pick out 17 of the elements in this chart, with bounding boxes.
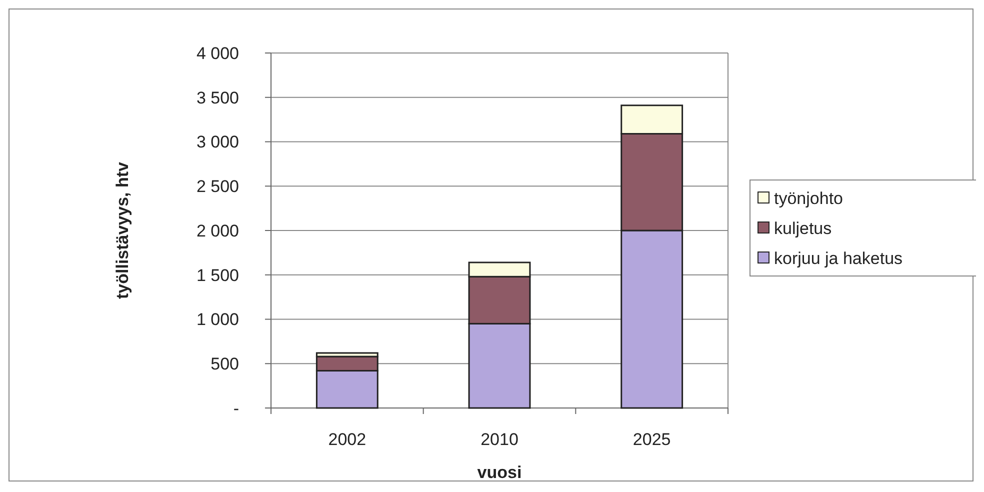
y-tick-label: 3 000 — [196, 132, 239, 152]
y-axis-title: työllistävyys, htv — [113, 161, 132, 300]
x-axis-title: vuosi — [477, 463, 522, 482]
y-tick-label: 2 500 — [196, 177, 239, 196]
y-tick-label: 1 500 — [196, 266, 239, 285]
legend-label: korjuu ja haketus — [774, 248, 903, 268]
x-tick-label: 2002 — [328, 430, 366, 449]
legend-label: työnjohto — [774, 188, 843, 208]
y-tick-label: 4 000 — [196, 44, 239, 63]
x-tick-label: 2010 — [480, 430, 518, 449]
y-tick-label: 1 000 — [196, 310, 239, 330]
y-tick-label: 3 500 — [196, 88, 239, 108]
legend-label: kuljetus — [774, 218, 832, 238]
y-tick-label: 2 000 — [196, 221, 239, 240]
y-tick-label: 500 — [210, 354, 239, 374]
y-tick-label: - — [233, 398, 239, 418]
x-tick-label: 2025 — [632, 430, 671, 449]
